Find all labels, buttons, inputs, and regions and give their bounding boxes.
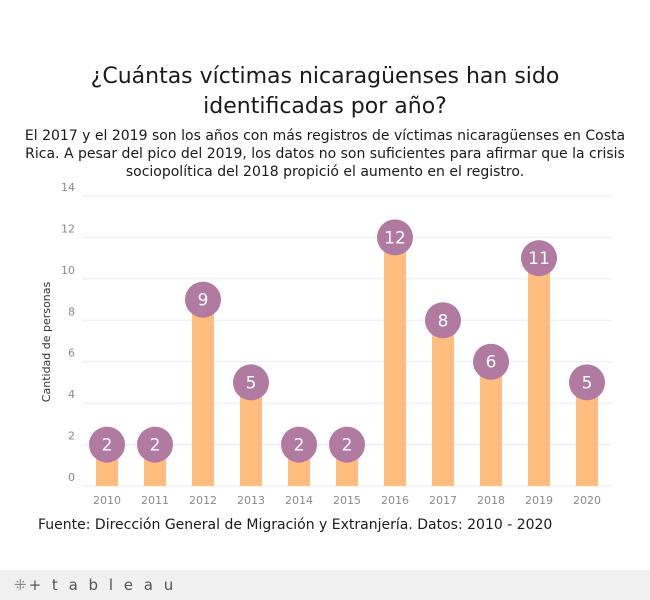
tableau-logo[interactable]: ⁜ + t a b l e a u (14, 576, 176, 594)
x-tick-label: 2012 (189, 494, 217, 507)
bar-group[interactable]: 2 (281, 426, 317, 486)
data-label: 5 (246, 373, 257, 393)
y-tick-label: 10 (61, 264, 75, 277)
data-label: 2 (294, 436, 305, 456)
data-label-bubble (89, 426, 125, 463)
data-label: 12 (384, 228, 406, 248)
bar-group[interactable]: 2 (329, 426, 365, 486)
bar-group[interactable]: 5 (233, 364, 269, 486)
x-tick-label: 2014 (285, 494, 313, 507)
y-tick-label: 6 (68, 347, 75, 360)
y-tick-label: 8 (68, 305, 75, 318)
x-tick-label: 2017 (429, 494, 457, 507)
bar[interactable] (432, 320, 454, 486)
x-tick-label: 2019 (525, 494, 553, 507)
bar[interactable] (480, 361, 502, 486)
bar-group[interactable]: 6 (473, 343, 509, 486)
data-label-bubble (281, 426, 317, 463)
y-tick-label: 0 (68, 471, 75, 484)
tableau-logo-icon: ⁜ (14, 576, 27, 594)
x-tick-label: 2011 (141, 494, 169, 507)
data-label: 2 (342, 436, 353, 456)
source-overflow-line (38, 536, 98, 540)
data-label: 5 (582, 373, 593, 393)
chart-subtitle: El 2017 y el 2019 son los años con más r… (24, 128, 626, 180)
data-label: 6 (486, 353, 497, 373)
title-line-2: identificadas por año? (203, 94, 447, 119)
data-label: 11 (528, 249, 550, 269)
chart-title: ¿Cuántas víctimas nicaragüenses han sido… (0, 62, 650, 122)
bar[interactable] (576, 382, 598, 486)
bar-group[interactable]: 5 (569, 364, 605, 486)
bar[interactable] (384, 237, 406, 486)
data-label-bubble (329, 426, 365, 463)
source-note: Fuente: Dirección General de Migración y… (38, 517, 553, 533)
tableau-footer-bar (0, 570, 650, 600)
y-axis-ticks: 0 2 4 6 8 10 12 14 (61, 181, 75, 484)
x-axis-ticks: 2010 2011 2012 2013 2014 2015 2016 2017 2018 2019… (93, 494, 601, 507)
data-label-bubble (473, 343, 509, 380)
bar-group[interactable]: 9 (185, 281, 221, 486)
data-label: 2 (102, 436, 113, 456)
bar[interactable] (528, 258, 550, 486)
data-label-bubble (521, 240, 557, 277)
x-tick-label: 2013 (237, 494, 265, 507)
bars: 2 2 9 5 2 2 12 8 6 11 5 (89, 219, 605, 486)
tableau-brand-text: + t a b l e a u (28, 576, 177, 594)
data-label-bubble (569, 364, 605, 401)
bar[interactable] (240, 382, 262, 486)
data-label-bubble (377, 219, 413, 256)
x-tick-label: 2015 (333, 494, 361, 507)
bar[interactable] (192, 299, 214, 486)
y-tick-label: 14 (61, 181, 75, 194)
bar-group[interactable]: 11 (521, 240, 557, 486)
data-label-bubble (185, 281, 221, 318)
data-label-bubble (137, 426, 173, 463)
y-tick-label: 4 (68, 388, 75, 401)
y-tick-label: 2 (68, 430, 75, 443)
x-tick-label: 2020 (573, 494, 601, 507)
data-label: 9 (198, 291, 209, 311)
bar-group[interactable]: 2 (137, 426, 173, 486)
title-line-1: ¿Cuántas víctimas nicaragüenses han sido (90, 64, 560, 89)
bar-group[interactable]: 12 (377, 219, 413, 486)
bar-group[interactable]: 2 (89, 426, 125, 486)
data-label-bubble (425, 302, 461, 339)
data-label: 8 (438, 311, 449, 331)
x-tick-label: 2010 (93, 494, 121, 507)
data-label-bubble (233, 364, 269, 401)
y-tick-label: 12 (61, 222, 75, 235)
x-tick-label: 2016 (381, 494, 409, 507)
bar-group[interactable]: 8 (425, 302, 461, 486)
y-axis-label: Cantidad de personas (40, 282, 53, 403)
data-label: 2 (150, 436, 161, 456)
x-tick-label: 2018 (477, 494, 505, 507)
